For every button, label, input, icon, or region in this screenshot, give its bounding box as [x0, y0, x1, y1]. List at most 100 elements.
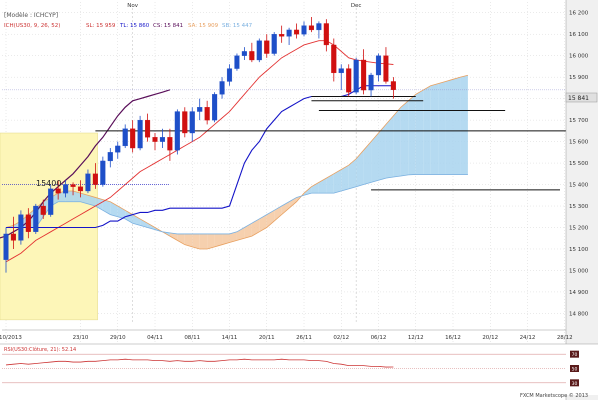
- candle-body: [234, 55, 240, 69]
- cloud-segment: [192, 233, 200, 249]
- chart-title: [Modèle : ICHCYP]: [4, 12, 58, 19]
- candle-body: [107, 152, 113, 162]
- candle-body: [383, 55, 389, 82]
- x-tick-label: 14/11: [222, 335, 238, 341]
- candle-body: [70, 184, 76, 187]
- cloud-segment: [251, 218, 260, 237]
- candle-body: [249, 51, 255, 61]
- rsi-tick-label: 30: [572, 381, 578, 387]
- candle-body: [92, 173, 98, 185]
- cloud-segment: [169, 232, 178, 241]
- cloud-segment: [415, 90, 424, 175]
- cloud-segment: [259, 214, 267, 232]
- cloud-segment: [341, 165, 349, 191]
- x-tick-label: 28/12: [557, 335, 573, 341]
- legend: [Modèle : ICHCYP] ICH(US30, 9, 26, 52) S…: [4, 12, 253, 29]
- x-tick-label: 06/12: [371, 335, 387, 341]
- y-tick-label: 15 000: [569, 268, 589, 274]
- legend-cs: CS: 15 841: [153, 23, 183, 29]
- cloud-segment: [274, 206, 282, 222]
- cloud-segment: [408, 94, 416, 175]
- cloud-segment: [73, 190, 81, 202]
- candle-body: [390, 81, 396, 90]
- rsi-line: [5, 358, 394, 368]
- cloud-segment: [80, 193, 88, 204]
- candle-body: [3, 233, 9, 260]
- candle-body: [77, 186, 84, 192]
- candle-body: [25, 214, 31, 232]
- cloud-segment: [311, 182, 319, 194]
- x-tick-label: 02/12: [333, 335, 349, 341]
- legend-sb: SB: 15 447: [222, 23, 253, 29]
- annotation-15400: 15400: [36, 179, 61, 188]
- cloud-segment: [58, 190, 66, 202]
- x-tick-label: 20/12: [482, 335, 498, 341]
- cloud-segment: [214, 233, 223, 247]
- cloud-segment: [207, 233, 215, 249]
- cloud-segment: [102, 199, 111, 215]
- cloud-segment: [110, 201, 118, 217]
- cloud-segment: [453, 77, 461, 175]
- cloud-segment: [378, 124, 386, 181]
- candle-body: [182, 111, 188, 134]
- x-tick-label: 16/10/2013: [0, 335, 22, 341]
- candle-body: [368, 74, 374, 91]
- cloud-segment: [385, 115, 394, 179]
- senkou-span-a-line: [5, 74, 469, 250]
- legend-tl: TL: 15 860: [119, 23, 150, 29]
- ichimoku-label: ICH(US30, 9, 26, 52): [4, 23, 60, 29]
- x-tick-label: 20/11: [259, 335, 275, 341]
- x-tick-label: 23/10: [73, 335, 89, 341]
- cloud-segment: [65, 190, 74, 202]
- current-price-label: 15 841: [568, 95, 589, 102]
- y-tick-label: 15 900: [569, 75, 589, 81]
- y-tick-label: 16 000: [569, 54, 589, 60]
- month-label: Dec: [351, 3, 362, 9]
- x-tick-label: 26/11: [296, 335, 312, 341]
- y-tick-label: 15 300: [569, 204, 589, 210]
- candle-body: [115, 145, 121, 153]
- cloud-segment: [229, 231, 237, 243]
- cloud-segment: [430, 83, 439, 175]
- x-tick-label: 04/11: [147, 335, 163, 341]
- candles: [3, 17, 396, 273]
- rsi-level-badge: [570, 365, 579, 372]
- candle-body: [293, 29, 300, 35]
- candle-body: [226, 68, 233, 82]
- candle-body: [159, 137, 166, 142]
- candle-body: [48, 188, 54, 215]
- candle-body: [353, 59, 359, 93]
- candle-body: [212, 94, 218, 121]
- cloud-segment: [371, 133, 379, 183]
- candle-body: [137, 119, 143, 149]
- y-tick-label: 14 800: [569, 311, 589, 317]
- y-tick-label: 15 600: [569, 140, 589, 146]
- cloud-segment: [326, 173, 334, 194]
- candle-body: [204, 107, 210, 121]
- cloud-segment: [184, 233, 193, 247]
- candle-body: [85, 173, 91, 192]
- candle-body: [33, 205, 39, 232]
- candle-body: [122, 128, 128, 147]
- x-tick-label: 12/12: [408, 335, 424, 341]
- cloud-segment: [400, 100, 409, 176]
- cloud-segment: [348, 158, 357, 189]
- candle-body: [256, 40, 262, 61]
- candle-body: [346, 68, 352, 93]
- cloud-segment: [132, 214, 141, 226]
- candle-body: [316, 23, 322, 31]
- y-tick-label: 15 700: [569, 118, 589, 124]
- candle-body: [264, 40, 270, 54]
- cloud-segment: [222, 233, 230, 245]
- senkou-span-b-line: [6, 174, 468, 235]
- x-tick-label: 24/12: [520, 335, 536, 341]
- rsi-level-badge: [570, 350, 579, 358]
- cloud-segment: [363, 141, 372, 185]
- x-tick-label: 29/10: [110, 335, 126, 341]
- cloud-segment: [423, 85, 431, 175]
- cloud-segment: [177, 233, 185, 245]
- candle-body: [55, 188, 61, 194]
